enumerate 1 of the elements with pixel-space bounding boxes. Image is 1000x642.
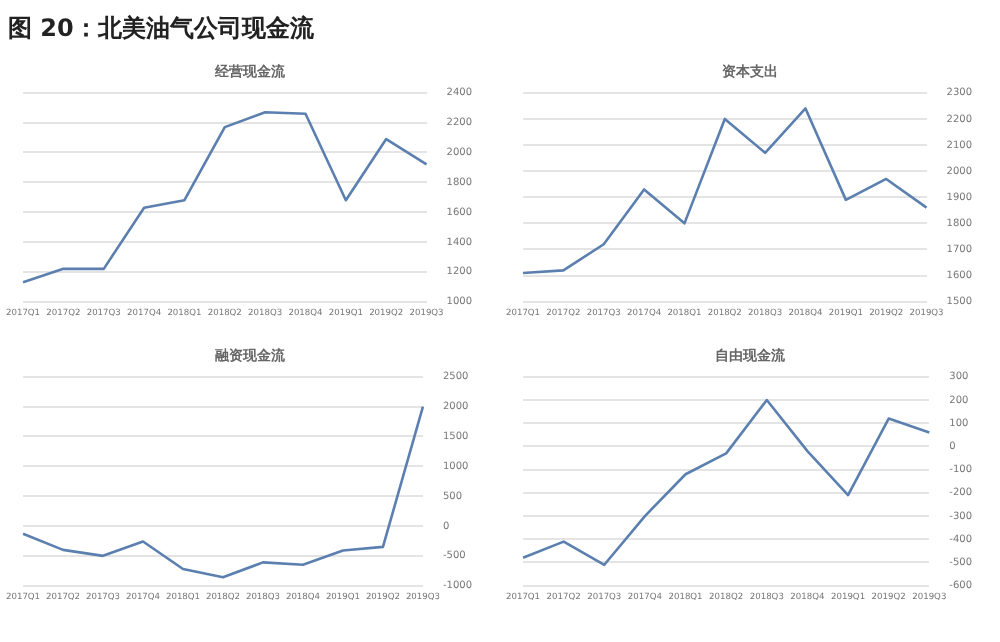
caption: 图 20：北美油气公司现金流 bbox=[8, 12, 314, 46]
